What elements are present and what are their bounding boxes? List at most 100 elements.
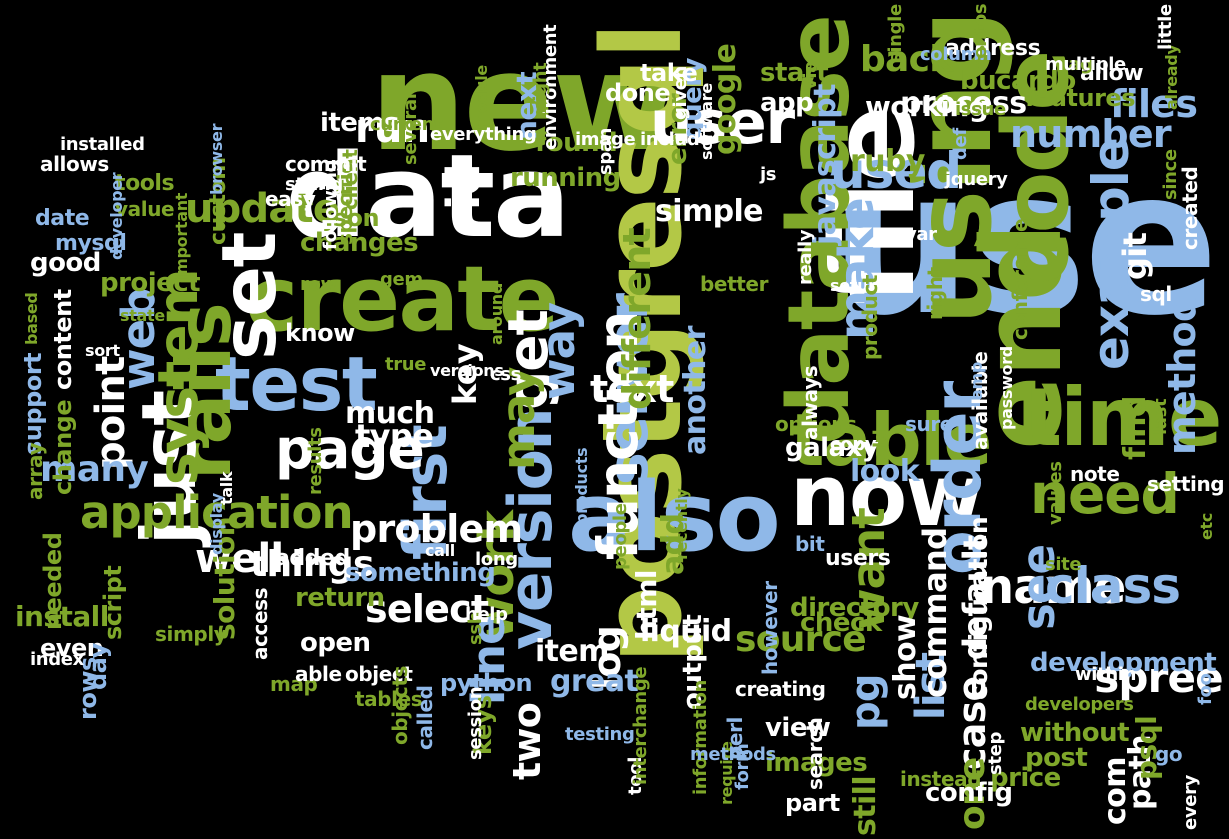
word-creating: creating	[735, 677, 826, 702]
word-open: open	[300, 627, 371, 658]
word-testing: testing	[565, 723, 635, 745]
word-even: even	[40, 634, 104, 663]
word-look: look	[850, 453, 920, 489]
word-galaxy: galaxy	[785, 432, 879, 463]
word-around: around	[487, 283, 507, 345]
word-access: access	[248, 587, 273, 660]
word-single: single	[885, 4, 907, 63]
word-etc: etc	[1197, 512, 1217, 540]
word-tables: tables	[355, 687, 423, 712]
word-day: day	[84, 643, 113, 690]
word-following: following	[320, 159, 342, 250]
word-via: via	[800, 61, 822, 90]
word-everything: everything	[430, 123, 537, 145]
word-good: good	[30, 247, 101, 278]
word-array: array	[23, 442, 48, 500]
word-date: date	[35, 205, 90, 231]
word-run: run	[355, 105, 430, 152]
word-copy: copy	[830, 433, 877, 455]
word-ruby: ruby	[850, 143, 925, 179]
word-return: return	[295, 582, 385, 613]
word-data: data	[285, 130, 571, 265]
word-install: install	[15, 600, 109, 634]
word-much: much	[345, 395, 435, 431]
word-changes: changes	[300, 227, 419, 258]
word-two: two	[504, 702, 549, 780]
word-config: config	[925, 777, 1013, 808]
word-var: var	[905, 223, 937, 245]
word-number: number	[1010, 112, 1172, 157]
word-simply: simply	[155, 622, 227, 647]
word-since: since	[1160, 149, 1182, 200]
word-software: software	[697, 83, 717, 160]
word-really: really	[795, 229, 817, 285]
word-directory: directory	[790, 592, 919, 623]
word-take: take	[640, 59, 698, 88]
word-recently: recently	[672, 488, 692, 560]
word-process: process	[900, 85, 1027, 121]
word-sql: sql	[1140, 282, 1172, 307]
word-app: app	[760, 87, 814, 118]
word-index: index	[30, 648, 84, 670]
word-found: found	[535, 127, 618, 158]
word-source: source	[735, 618, 867, 660]
word-might: might	[530, 62, 552, 120]
word-price: price	[990, 762, 1061, 793]
word-methods: methods	[690, 743, 776, 765]
word-class: class	[1045, 557, 1181, 615]
word-product: product	[858, 274, 883, 360]
word-git: git	[1115, 232, 1154, 280]
word-column: column	[920, 43, 992, 65]
word-developers: developers	[1025, 693, 1134, 715]
word-step: step	[985, 732, 1007, 775]
word-true: true	[385, 353, 427, 375]
word-session: session	[465, 686, 487, 760]
word-update: update	[185, 185, 340, 232]
word-instead: instead	[900, 767, 982, 792]
word-row: row	[300, 273, 337, 295]
word-show: show	[887, 614, 923, 700]
word-json: json	[325, 204, 380, 233]
word-still: still	[847, 775, 883, 836]
word-features: features	[1025, 84, 1136, 113]
word-done: done	[605, 79, 671, 108]
word-little: little	[1155, 4, 1177, 50]
word-bit: bit	[795, 532, 825, 557]
word-created: created	[1178, 166, 1203, 250]
word-information: information	[690, 680, 712, 795]
word-gem: gem	[380, 268, 423, 290]
word-better: better	[700, 272, 769, 297]
word-map: map	[270, 672, 318, 697]
word-now: now	[790, 446, 984, 546]
word-many: many	[40, 448, 149, 490]
word-sort: sort	[85, 340, 120, 360]
word-site: site	[1045, 553, 1082, 575]
word-string: string	[285, 173, 343, 195]
word-back: back	[860, 38, 953, 80]
word-start: start	[760, 57, 829, 88]
word-value: value	[115, 197, 175, 222]
word-multiple: multiple	[1045, 53, 1126, 75]
word-search: search	[803, 717, 828, 790]
word-right: right	[923, 267, 948, 320]
word-create: create	[245, 246, 560, 352]
word-easy: easy	[265, 187, 316, 212]
word-spree: spree	[1094, 653, 1223, 703]
word-note: note	[1070, 462, 1120, 487]
word-installed: installed	[60, 133, 145, 155]
word-post: post	[1025, 742, 1088, 773]
word-page: page	[275, 417, 425, 482]
word-old: old	[870, 429, 892, 460]
word-def: def	[950, 128, 972, 160]
word-include: include	[640, 128, 712, 150]
word-configuration: configuration	[963, 516, 993, 700]
word-items: items	[320, 107, 399, 138]
word-within: within	[1075, 663, 1137, 685]
word-added: added	[275, 545, 350, 571]
word-working: working	[865, 90, 989, 124]
word-find: find	[1117, 396, 1153, 460]
word-results: results	[305, 427, 327, 495]
word-name: name	[980, 558, 1126, 615]
word-id: id	[436, 164, 490, 210]
